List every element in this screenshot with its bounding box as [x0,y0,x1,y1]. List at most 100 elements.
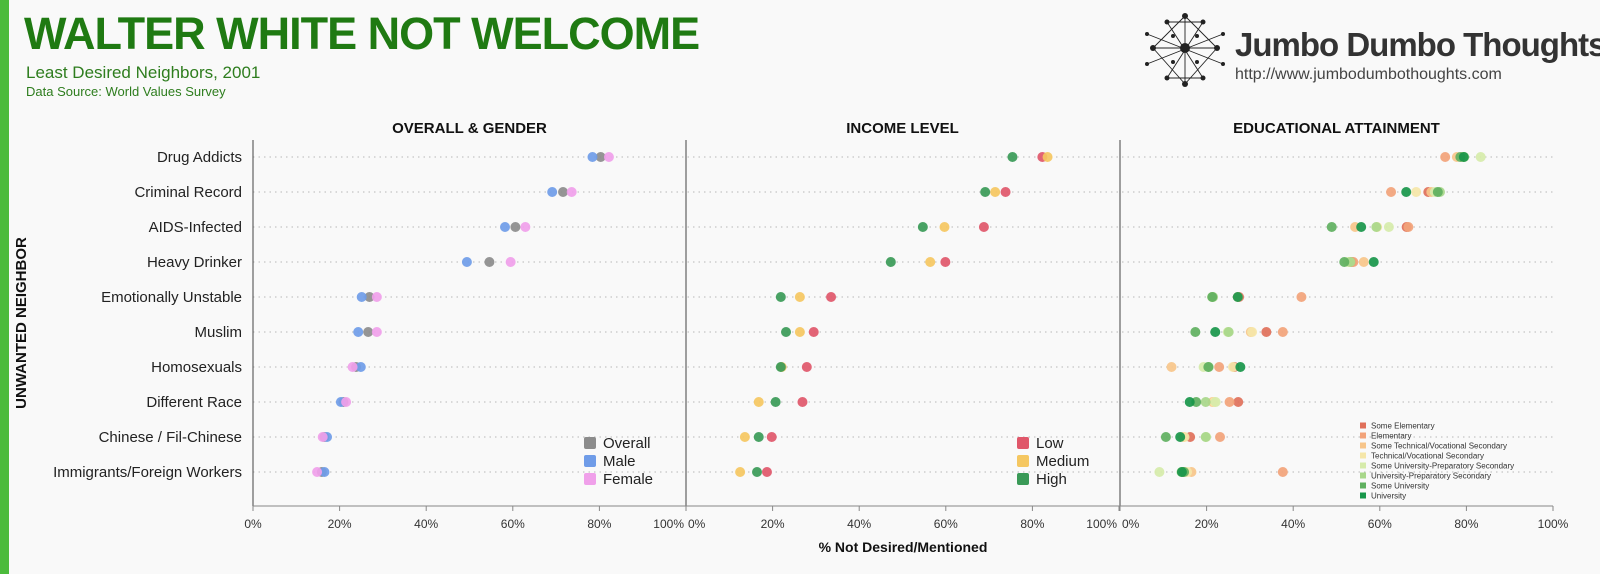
data-point [885,257,896,267]
legend-swatch [1360,442,1366,449]
data-point [595,152,606,162]
legend-swatch [1017,473,1029,485]
legend-label: Some Elementary [1371,422,1435,431]
network-graph-icon [1145,13,1225,87]
x-tick-label: 80% [1454,517,1478,531]
data-point [1475,152,1486,162]
legend-label: High [1036,471,1067,488]
data-point [1403,222,1414,232]
page-title: WALTER WHITE NOT WELCOME [24,8,700,59]
legend-label: Some Technical/Vocational Secondary [1371,442,1507,451]
legend-swatch [584,455,596,467]
legend-swatch [1360,482,1366,489]
data-point [1401,187,1412,197]
x-tick-label: 100% [1538,517,1569,531]
category-label: Homosexuals [151,359,242,376]
data-point [603,152,614,162]
x-tick-label: 100% [1086,517,1117,531]
data-point [1200,397,1211,407]
brand-url: http://www.jumbodumbothoughts.com [1235,66,1502,83]
category-label: Emotionally Unstable [101,289,242,306]
category-label: Criminal Record [134,184,242,201]
data-point [1233,397,1244,407]
data-point [980,187,991,197]
data-point [1154,467,1165,477]
data-point [1207,292,1218,302]
legend-label: Low [1036,435,1064,452]
category-label: Heavy Drinker [147,254,242,271]
data-point [1203,362,1214,372]
panel-title: OVERALL & GENDER [392,120,547,137]
panel-title: INCOME LEVEL [846,120,959,137]
category-label: Immigrants/Foreign Workers [53,464,242,481]
data-point [1160,432,1171,442]
category-label: Different Race [146,394,242,411]
data-point [520,222,531,232]
x-tick-label: 60% [501,517,525,531]
data-point [1458,152,1469,162]
data-point [753,432,764,442]
data-point [775,292,786,302]
x-tick-label: 20% [328,517,352,531]
data-point [770,397,781,407]
data-point [1261,327,1272,337]
accent-bar [0,0,9,574]
data-point [566,187,577,197]
legend-label: Elementary [1371,432,1411,441]
data-point [505,257,516,267]
data-point [1296,292,1307,302]
data-point [547,187,558,197]
data-point [1383,222,1394,232]
data-point [925,257,936,267]
data-point [1277,327,1288,337]
data-point [940,257,951,267]
data-point [797,397,808,407]
data-point [363,327,374,337]
x-tick-label: 40% [414,517,438,531]
data-point [1190,327,1201,337]
brand: Jumbo Dumbo Thoughts http://www.jumbodum… [1143,10,1600,94]
category-label: Muslim [195,324,243,341]
x-tick-label: 40% [1281,517,1305,531]
data-point [1175,432,1186,442]
data-point [752,467,763,477]
panel-title: EDUCATIONAL ATTAINMENT [1233,120,1440,137]
data-point [355,362,366,372]
category-label: Drug Addicts [157,149,242,166]
data-point [1223,327,1234,337]
data-point [1440,152,1451,162]
x-tick-label: 40% [847,517,871,531]
data-point [801,362,812,372]
data-point [1000,187,1011,197]
legend-swatch [1360,422,1366,429]
data-point [353,327,364,337]
data-point [808,327,819,337]
data-point [1228,362,1239,372]
x-tick-label: 20% [1195,517,1219,531]
legend-swatch [584,473,596,485]
data-point [1235,362,1246,372]
data-point [1277,467,1288,477]
category-label: Chinese / Fil-Chinese [99,429,242,446]
data-point [319,467,330,477]
data-point [1386,187,1397,197]
x-tick-label: 80% [1020,517,1044,531]
legend-swatch [1360,472,1366,479]
data-point [1339,257,1350,267]
legend-label: Male [603,453,636,470]
data-point [347,362,358,372]
data-point [766,432,777,442]
data-point [1247,327,1258,337]
legend-swatch [1360,462,1366,469]
data-point [587,152,598,162]
data-point [739,432,750,442]
data-source: Data Source: World Values Survey [26,84,226,99]
legend-swatch [1017,437,1029,449]
data-point [794,327,805,337]
legend-swatch [584,437,596,449]
data-point [1215,432,1226,442]
data-point [753,397,764,407]
data-point [1432,187,1443,197]
data-point [341,397,352,407]
data-point [978,222,989,232]
